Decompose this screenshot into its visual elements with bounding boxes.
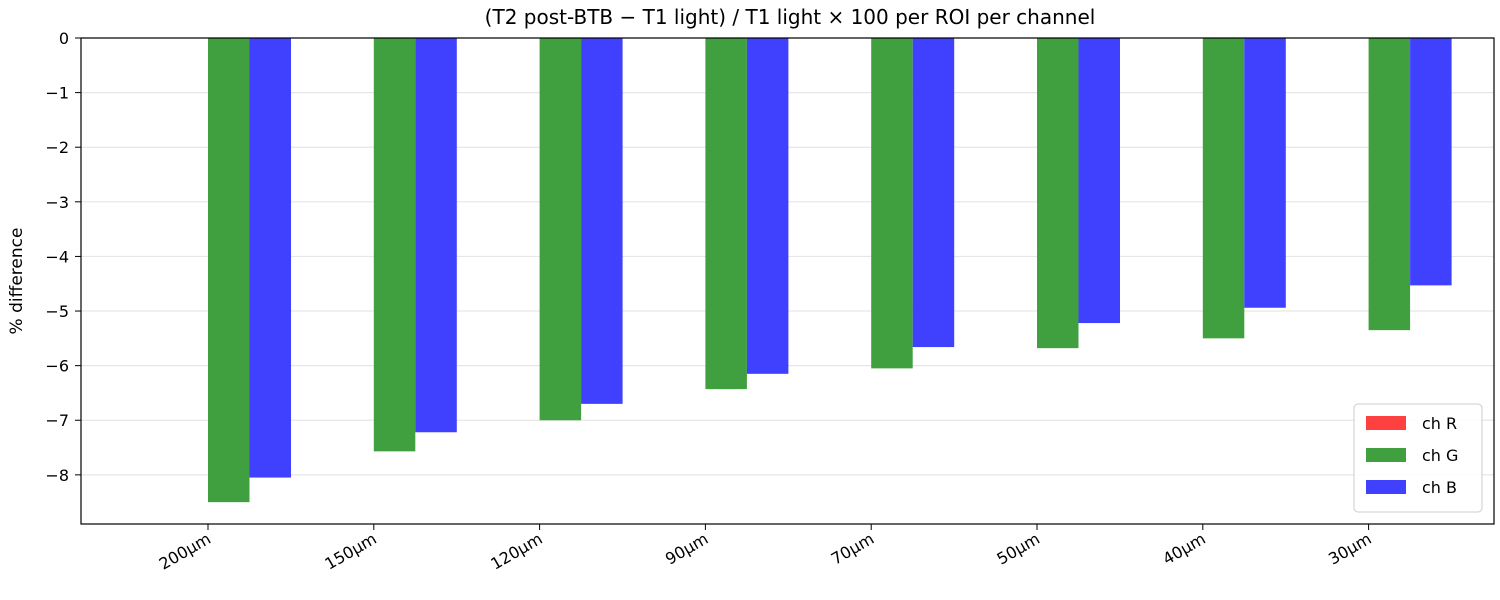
bar-ch-b-4 — [912, 38, 955, 348]
bar-ch-b-1 — [415, 38, 457, 433]
legend-swatch — [1366, 448, 1406, 462]
y-tick-label: −1 — [45, 84, 69, 103]
x-tick-label: 200µm — [156, 529, 214, 574]
bar-ch-g-3 — [705, 38, 747, 390]
legend: ch R ch G ch B — [1353, 403, 1483, 513]
bar-ch-g-1 — [373, 38, 416, 452]
bar-ch-b-3 — [746, 38, 789, 374]
bar-ch-g-2 — [539, 38, 582, 421]
x-tick-label: 50µm — [994, 529, 1043, 569]
bar-ch-g-0 — [208, 38, 250, 503]
y-tick-label: −7 — [45, 411, 69, 430]
x-tick-label: 30µm — [1325, 529, 1374, 569]
legend-swatch — [1366, 480, 1406, 494]
plot-frame — [80, 37, 1495, 525]
bar-ch-g-7 — [1368, 38, 1411, 331]
x-tick-label: 40µm — [1159, 529, 1208, 569]
y-tick-label: −3 — [45, 193, 69, 212]
legend-label: ch R — [1422, 414, 1457, 433]
y-tick-label: −2 — [45, 138, 69, 157]
chart-title: (T2 post-BTB − T1 light) / T1 light × 10… — [485, 5, 1096, 29]
bar-ch-b-2 — [581, 38, 623, 404]
x-tick-label: 120µm — [487, 529, 545, 574]
bar-ch-b-7 — [1410, 38, 1452, 286]
bar-ch-g-6 — [1202, 38, 1245, 339]
axes — [80, 37, 1495, 525]
y-tick-label: 0 — [59, 29, 69, 48]
bars — [208, 38, 1452, 503]
y-tick-label: −8 — [45, 466, 69, 485]
y-tick-label: −4 — [45, 247, 69, 266]
x-ticks: 200µm 150µm 120µm 90µm 70µm 50µm 40µm 30µm — [156, 524, 1375, 574]
legend-swatch — [1366, 416, 1406, 430]
x-tick-label: 150µm — [322, 529, 380, 574]
y-tick-label: −6 — [45, 357, 69, 376]
y-axis-label: % difference — [7, 228, 27, 335]
x-tick-label: 70µm — [828, 529, 877, 569]
y-ticks: 0 −1 −2 −3 −4 −5 −6 −7 −8 — [45, 29, 81, 485]
bar-ch-g-5 — [1037, 38, 1079, 349]
legend-label: ch B — [1422, 478, 1457, 497]
y-tick-label: −5 — [45, 302, 69, 321]
legend-label: ch G — [1422, 446, 1458, 465]
bar-ch-b-0 — [249, 38, 291, 478]
bar-ch-b-6 — [1244, 38, 1286, 308]
x-tick-label: 90µm — [662, 529, 711, 569]
bar-ch-b-5 — [1078, 38, 1120, 324]
bar-ch-g-4 — [871, 38, 913, 369]
